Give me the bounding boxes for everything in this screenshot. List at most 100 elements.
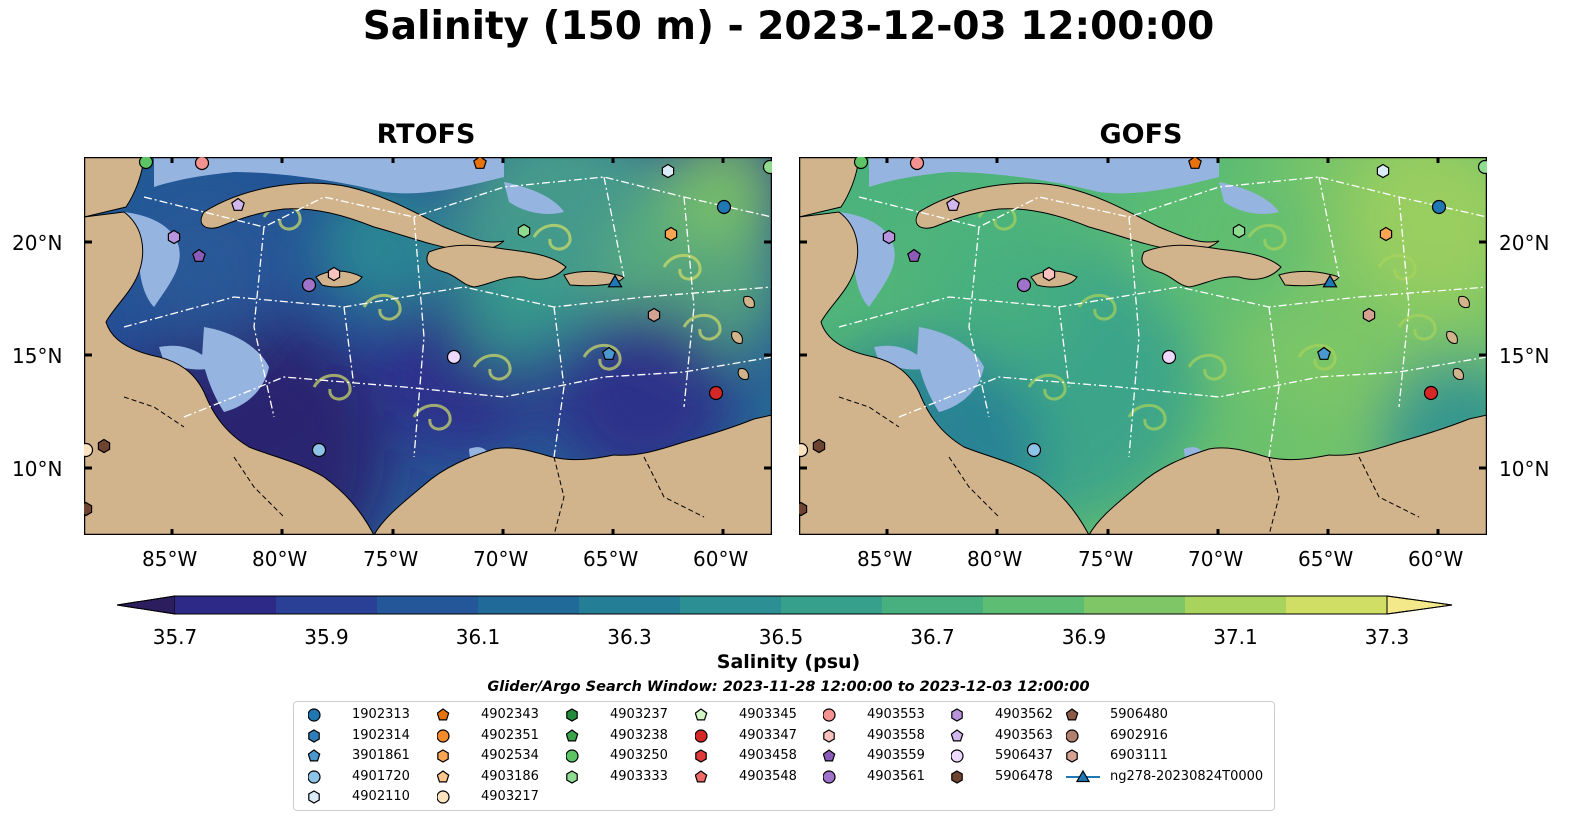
float-marker	[566, 728, 579, 741]
float-marker	[1066, 749, 1078, 763]
glider-marker	[607, 274, 623, 288]
lon-label: 70°W	[1188, 547, 1244, 571]
float-marker	[812, 438, 826, 454]
legend-label: 4901720	[352, 768, 410, 784]
lon-label: 70°W	[473, 547, 529, 571]
colorbar-segment	[276, 596, 378, 614]
glider-marker	[1075, 769, 1091, 782]
float-marker	[1232, 223, 1246, 239]
eez-boundary	[183, 356, 773, 418]
lat-label-left: 15°N	[12, 344, 63, 368]
glider-marker	[1322, 274, 1338, 288]
land	[731, 331, 743, 344]
shallow-shelf	[917, 327, 984, 412]
eez-boundary	[603, 176, 625, 278]
float-marker	[661, 163, 675, 179]
float-marker	[308, 790, 320, 804]
float-marker	[946, 197, 960, 211]
float-marker	[794, 501, 808, 517]
rtofs-map	[78, 107, 784, 597]
land	[373, 414, 773, 536]
legend-marker-icon	[1066, 728, 1079, 743]
legend-label: 4903558	[867, 727, 925, 743]
float-marker	[823, 708, 836, 722]
eez-boundary	[253, 226, 275, 418]
lon-label: 80°W	[252, 547, 308, 571]
map-frame	[798, 156, 1488, 536]
legend-marker-icon	[951, 769, 963, 784]
lon-label: 65°W	[1298, 547, 1354, 571]
colorbar-segment	[478, 596, 580, 614]
colorbar-segment	[680, 596, 782, 614]
legend-label: 5906437	[995, 748, 1053, 763]
legend-marker-icon	[951, 728, 964, 741]
shallow-shelf	[869, 157, 1219, 194]
float-marker	[437, 749, 449, 763]
map-frame	[83, 156, 773, 536]
legend-label: 1902314	[352, 727, 410, 743]
land	[426, 244, 567, 288]
float-marker	[664, 226, 678, 242]
float-marker	[695, 749, 707, 763]
lon-label: 85°W	[142, 547, 198, 571]
eez-boundary	[858, 176, 1488, 228]
float-marker	[167, 229, 181, 245]
float-marker	[194, 155, 210, 171]
lon-label: 80°W	[967, 547, 1023, 571]
lat-label-left: 10°N	[12, 457, 63, 481]
lon-label: 75°W	[1078, 547, 1134, 571]
float-marker	[853, 154, 869, 170]
colorbar-outline	[117, 595, 1453, 615]
legend-marker-icon	[566, 769, 578, 784]
eez-boundary	[898, 356, 1488, 418]
legend-label: 4903345	[739, 707, 797, 722]
land	[83, 211, 375, 536]
colorbar-tick-label: 36.1	[455, 625, 501, 649]
legend-marker-icon	[823, 708, 836, 722]
legend-label: 4903559	[867, 748, 925, 763]
colorbar-extend-low	[117, 595, 176, 615]
float-marker	[517, 223, 531, 239]
float-marker	[231, 197, 245, 211]
country-border	[1358, 456, 1420, 518]
legend-label: 4903563	[995, 727, 1053, 743]
float-marker	[566, 708, 578, 722]
land	[743, 296, 755, 308]
shallow-shelf	[202, 327, 269, 412]
float-marker	[708, 385, 724, 401]
legend-marker-icon	[695, 749, 707, 763]
float-marker	[437, 708, 450, 721]
eez-boundary	[343, 306, 355, 388]
float-marker	[695, 728, 708, 743]
legend-marker-icon	[308, 708, 321, 722]
float-marker	[311, 442, 327, 458]
colorbar-segment	[579, 596, 681, 614]
colorbar-label: Salinity (psu)	[716, 651, 861, 673]
float-marker	[951, 728, 964, 741]
float-marker	[97, 438, 111, 454]
panel-title-gofs: GOFS	[1099, 119, 1183, 150]
float-marker	[1423, 385, 1439, 401]
float-marker	[647, 307, 661, 323]
lon-label: 65°W	[583, 547, 639, 571]
legend-marker-icon	[437, 769, 450, 782]
legend-label: 4903217	[481, 789, 539, 804]
float-marker	[1026, 442, 1042, 458]
float-marker	[566, 749, 579, 763]
lon-label: 60°W	[693, 547, 749, 571]
float-marker	[823, 769, 836, 784]
float-marker	[1066, 708, 1079, 721]
float-marker	[1317, 346, 1331, 360]
legend-marker-icon	[695, 708, 708, 721]
float-marker	[308, 728, 320, 743]
float-marker	[951, 708, 963, 722]
legend-label: 3901861	[352, 748, 410, 763]
legend-marker-icon	[951, 749, 964, 763]
colorbar-tick-label: 35.7	[152, 625, 198, 649]
float-marker	[1066, 728, 1079, 743]
float-marker	[327, 266, 341, 282]
shallow-shelf	[504, 182, 564, 214]
legend-marker-icon	[308, 749, 321, 762]
float-marker	[437, 728, 450, 743]
eddy-features	[977, 203, 1437, 431]
